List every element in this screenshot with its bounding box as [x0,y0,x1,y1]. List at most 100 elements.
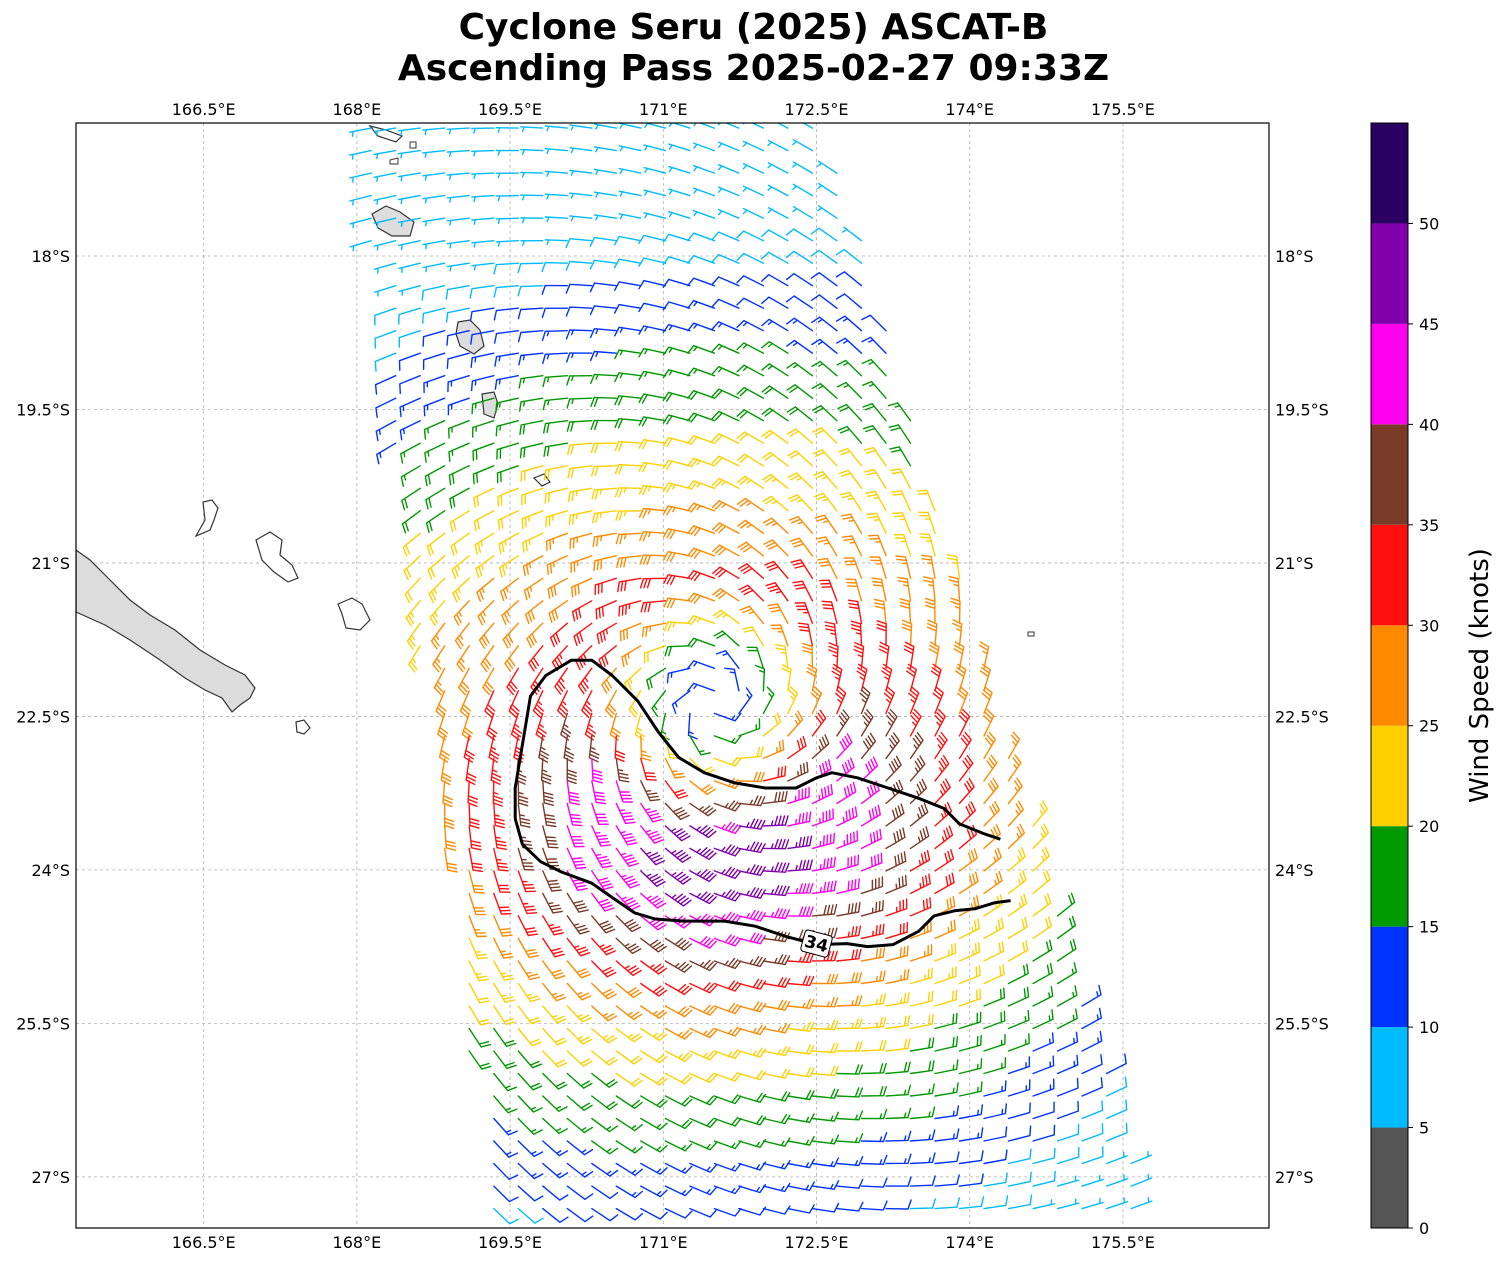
wind-barb [1056,962,1078,985]
wind-barb [713,1002,742,1015]
wind-barb [736,252,765,264]
wind-barb [664,757,686,779]
wind-barb [885,1038,911,1052]
wind-barb [590,350,617,361]
wind-barb [885,922,909,940]
wind-barb [664,847,692,863]
wind-barb [1081,1077,1103,1097]
wind-barb [711,477,740,489]
wind-barb [817,557,838,579]
wind-barb [925,597,936,624]
lat-tick-right: 24°S [1275,861,1314,880]
wind-barb [421,285,446,301]
wind-barb [836,806,858,827]
wind-barb [566,892,589,913]
wind-barb [885,803,905,827]
wind-barb [687,682,716,692]
colorbar-tick-label: 5 [1419,1119,1429,1138]
wind-barb [952,619,963,647]
wind-barb [885,874,907,895]
wind-barb [836,925,862,940]
wind-barb [517,802,531,828]
wind-barb [811,1134,840,1145]
wind-barb [456,645,470,673]
wind-barb [493,847,509,872]
wind-barb [522,555,544,577]
wind-barb [687,232,716,242]
lon-tick-bottom: 175.5°E [1091,1233,1155,1252]
wind-barb [762,838,790,850]
wind-barb [618,167,642,175]
wind-barb [787,1089,815,1101]
wind-barb [811,1180,840,1190]
wind-barb [842,226,863,242]
islet-small-3 [1027,631,1035,637]
wind-barb [520,465,544,482]
wind-barb [446,240,470,249]
wind-barb [638,507,667,519]
wind-barb [542,1050,568,1068]
wind-barb [566,1207,594,1223]
wind-barb [668,143,691,152]
wind-barb [713,1094,742,1105]
wind-barb [737,541,765,557]
wind-barb [496,465,519,484]
wind-barb [909,778,928,805]
wind-barb [762,1160,791,1170]
wind-barb [1007,1125,1032,1142]
wind-barb [640,1027,668,1042]
wind-barb [762,1068,791,1079]
wind-barb [506,667,519,696]
wind-barb [484,690,496,719]
wind-barb [687,412,716,423]
wind-barb [836,1064,863,1075]
wind-barb [567,487,593,502]
wind-barb [1056,915,1077,940]
wind-barb [836,1041,863,1052]
wind-barb [452,577,470,603]
wind-barbs [348,123,1153,1225]
wind-barb [349,172,372,183]
wind-barb [566,960,591,979]
wind-barb [398,307,421,325]
wind-barb [785,295,814,309]
wind-barb [860,1131,888,1143]
wind-barb [1056,1123,1080,1142]
wind-barb [693,123,716,129]
wind-barb [493,1207,519,1225]
wind-barb [711,343,740,354]
wind-barb [590,373,617,384]
wind-barb [689,1117,718,1128]
wind-barb [762,1205,791,1215]
loyalty-island-1 [255,531,299,583]
wind-barb [566,915,590,935]
wind-barb [595,600,617,620]
wind-barb [922,576,936,602]
wind-barb [490,757,502,785]
wind-barb [493,960,515,981]
wind-barb [589,259,617,270]
wind-barb [615,982,643,999]
wind-barb [638,347,667,358]
wind-barb [517,262,544,274]
wind-barb [1081,1100,1104,1120]
wind-barb [614,372,642,383]
wind-barb [1007,777,1023,805]
wind-barb [770,624,789,647]
wind-barb [713,1026,742,1037]
wind-barb [824,621,838,647]
wind-barb [711,500,740,512]
wind-barb [640,1162,668,1175]
wind-barb [570,555,593,574]
wind-barb [477,600,495,626]
wind-barb [1081,1146,1104,1165]
wind-barb [689,780,716,796]
colorbar-tick-label: 45 [1419,315,1439,334]
wind-barb [1032,1078,1055,1097]
wind-barb [885,1153,912,1165]
wind-barb [497,510,519,531]
wind-barb [909,849,931,872]
wind-barb [981,686,993,715]
wind-barb [836,781,857,805]
wind-barb [887,402,912,422]
